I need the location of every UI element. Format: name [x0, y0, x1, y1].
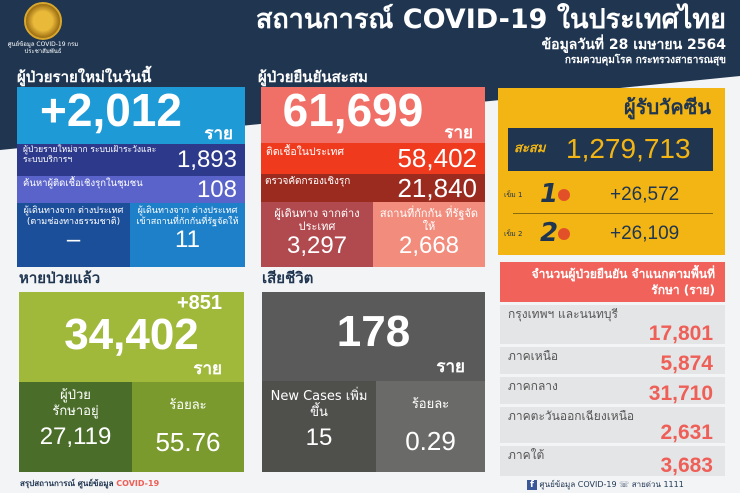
natural-label: ผู้เดินทางจาก ต่างประเทศ (ตามช่องทางธรรม…: [23, 206, 124, 227]
report-date: ข้อมูลวันที่ 28 เมษายน 2564: [541, 37, 726, 53]
region-value: 31,710: [648, 382, 713, 405]
treating-label: ผู้ป่วย รักษาอยู่: [52, 388, 99, 419]
vaccine-panel: ผู้รับวัคซีน สะสม 1,279,713 เข็ม 1 1 +26…: [498, 88, 725, 255]
surveillance-label: ผู้ป่วยรายใหม่จาก ระบบเฝ้าระวังและระบบบร…: [23, 145, 157, 165]
logo-text: ศูนย์ข้อมูล COVID-19 กรมประชาสัมพันธ์: [7, 41, 79, 55]
quarantine-value: 11: [175, 226, 200, 253]
recovered-heading: หายป่วยแล้ว: [19, 269, 101, 287]
recovered-total: 34,402: [64, 310, 199, 359]
deaths-percent: 0.29: [405, 426, 456, 456]
dose2-value: +26,109: [610, 223, 680, 244]
cum-quarantine-value: 2,668: [398, 232, 460, 259]
vaccine-heading: ผู้รับวัคซีน: [623, 95, 711, 119]
vaccine-total-label: สะสม: [514, 141, 546, 156]
logo-seal: [24, 2, 62, 40]
natural-value: –: [66, 226, 81, 253]
regions-heading: จำนวนผู้ป่วยยืนยัน จำแนกตามพื้นที่รักษา …: [500, 262, 725, 302]
region-value: 2,631: [660, 421, 713, 444]
community-value: 108: [196, 176, 237, 203]
recovered-percent-label: ร้อยละ: [169, 398, 207, 413]
dose1-icon: 1: [540, 180, 571, 208]
deaths-total: 178: [336, 307, 411, 356]
agency: กรมควบคุมโรค กระทรวงสาธารณสุข: [564, 55, 726, 66]
unit-label: ราย: [193, 359, 222, 379]
unit-label: ราย: [444, 123, 473, 143]
surveillance-value: 1,893: [176, 146, 237, 173]
footer-left: สรุปสถานการณ์ ศูนย์ข้อมูล COVID-19: [20, 479, 159, 489]
proactive-value: 21,840: [397, 174, 477, 202]
vaccine-total: 1,279,713: [566, 133, 691, 164]
travelers-label: ผู้เดินทาง จากต่างประเทศ: [274, 207, 360, 233]
unit-label: ราย: [436, 357, 465, 377]
region-row: ภาคกลาง 31,710: [500, 377, 725, 404]
cum-quarantine-label: สถานที่กักกัน ที่รัฐจัดให้: [379, 207, 479, 233]
treating-value: 27,119: [39, 423, 112, 450]
footer-left-text: สรุปสถานการณ์ ศูนย์ข้อมูล: [20, 479, 114, 488]
deaths-heading: เสียชีวิต: [262, 269, 314, 287]
quarantine-label: ผู้เดินทางจาก ต่างประเทศ เข้าสถานที่กักก…: [136, 206, 239, 227]
region-label: ภาคตะวันออกเฉียงเหนือ: [508, 409, 635, 423]
region-row: กรุงเทพฯ และนนทบุรี 17,801: [500, 305, 725, 344]
region-value: 5,874: [660, 352, 713, 375]
region-row: ภาคเหนือ 5,874: [500, 347, 725, 374]
cumulative-total: 61,699: [282, 87, 424, 136]
region-row: ภาคตะวันออกเฉียงเหนือ 2,631: [500, 407, 725, 443]
domestic-label: ติดเชื้อในประเทศ: [266, 146, 345, 158]
phone-icon: ☏: [619, 480, 630, 489]
divider: [513, 213, 713, 214]
deaths-percent-label: ร้อยละ: [411, 397, 450, 412]
dose2-label: เข็ม 2: [504, 230, 523, 238]
cumulative-heading: ผู้ป่วยยืนยันสะสม: [258, 68, 368, 86]
region-label: ภาคเหนือ: [508, 349, 559, 363]
facebook-icon: f: [527, 480, 537, 490]
footer-right: f ศูนย์ข้อมูล COVID-19 ☏ สายด่วน 1111: [527, 479, 684, 490]
region-label: ภาคกลาง: [508, 379, 558, 393]
region-label: กรุงเทพฯ และนนทบุรี: [508, 307, 618, 321]
unit-label: ราย: [204, 124, 233, 144]
new-cases-heading: ผู้ป่วยรายใหม่ในวันนี้: [17, 68, 152, 86]
new-cases-total: +2,012: [40, 87, 182, 136]
facebook-text: ศูนย์ข้อมูล COVID-19: [539, 480, 617, 489]
dose2-icon: 2: [540, 219, 571, 247]
new-deaths-label: New Cases เพิ่มขึ้น: [270, 389, 368, 420]
travelers-value: 3,297: [286, 232, 348, 259]
region-label: ภาคใต้: [508, 448, 545, 462]
footer-left-accent: COVID-19: [116, 479, 160, 488]
regions-panel: จำนวนผู้ป่วยยืนยัน จำแนกตามพื้นที่รักษา …: [500, 262, 725, 478]
proactive-label: ตรวจคัดกรองเชิงรุก: [265, 176, 351, 187]
hotline-text: สายด่วน 1111: [631, 480, 684, 489]
region-row: ภาคใต้ 3,683: [500, 446, 725, 476]
region-value: 3,683: [660, 454, 713, 477]
community-label: ค้นหาผู้ติดเชื้อเชิงรุกในชุมชน: [23, 178, 143, 189]
dose1-value: +26,572: [610, 184, 680, 205]
page-title: สถานการณ์ COVID-19 ในประเทศไทย: [255, 4, 726, 35]
dose1-label: เข็ม 1: [504, 191, 523, 199]
new-deaths-value: 15: [305, 424, 333, 451]
recovered-percent: 55.76: [155, 427, 221, 457]
recovered-increase: +851: [176, 292, 222, 314]
region-value: 17,801: [648, 322, 713, 345]
domestic-value: 58,402: [397, 143, 477, 173]
